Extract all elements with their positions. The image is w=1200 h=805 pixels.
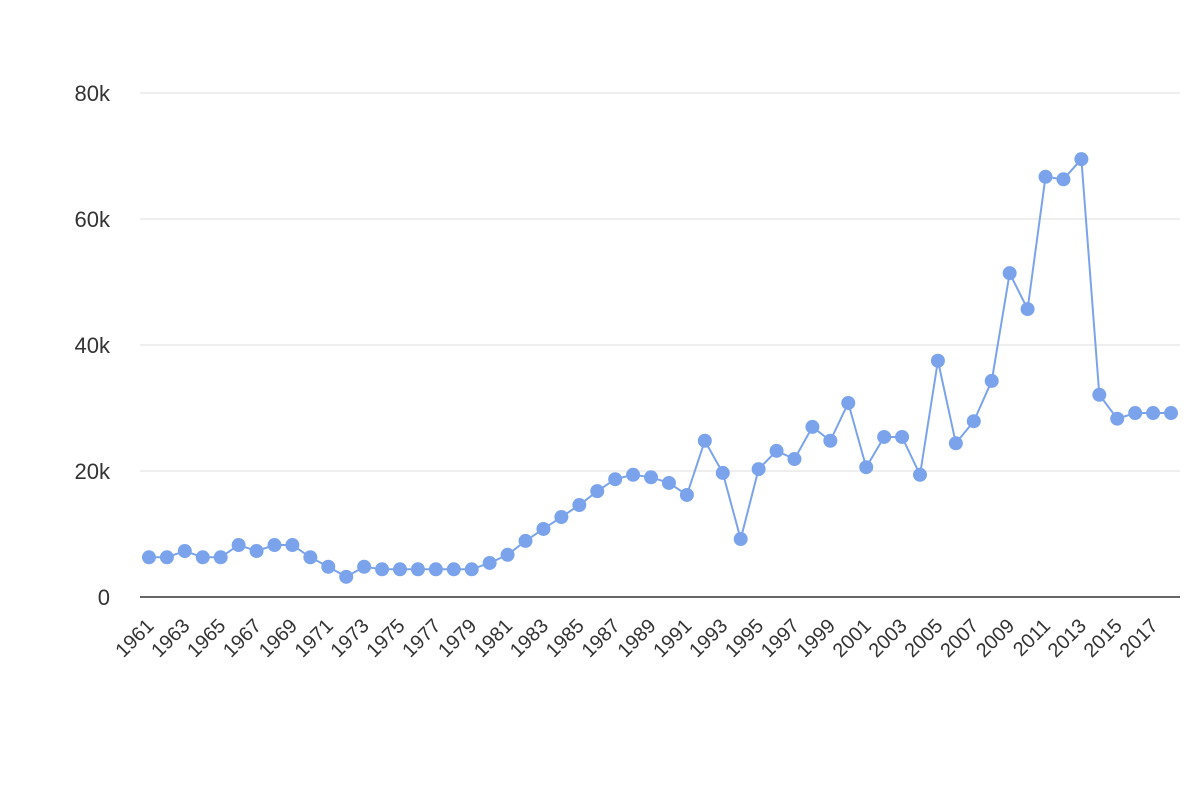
x-tick-label: 1965	[183, 615, 230, 662]
point	[357, 559, 372, 574]
point	[267, 538, 282, 553]
x-tick-label: 1971	[291, 615, 338, 662]
x-tick-label: 1993	[685, 615, 732, 662]
point	[859, 460, 874, 475]
point	[572, 498, 587, 513]
point	[679, 487, 694, 502]
point	[841, 395, 856, 410]
x-tick-label: 1991	[649, 615, 696, 662]
point	[1110, 411, 1125, 426]
x-tick-label: 2005	[900, 615, 947, 662]
point	[1092, 387, 1107, 402]
point	[715, 465, 730, 480]
point	[1146, 406, 1161, 421]
point	[1164, 406, 1179, 421]
point	[213, 550, 228, 565]
x-tick-label: 2015	[1080, 615, 1127, 662]
point	[464, 562, 479, 577]
point	[823, 433, 838, 448]
point	[733, 532, 748, 547]
x-tick-label: 2011	[1009, 615, 1055, 661]
point	[536, 521, 551, 536]
y-tick-label: 80k	[75, 81, 111, 106]
point	[1020, 302, 1035, 317]
x-tick-label: 1975	[363, 615, 410, 662]
point	[895, 429, 910, 444]
y-tick-label: 20k	[75, 459, 111, 484]
point	[554, 509, 569, 524]
point	[751, 462, 766, 477]
point	[195, 550, 210, 565]
point	[608, 472, 623, 487]
x-tick-label: 1989	[614, 615, 661, 662]
point	[482, 555, 497, 570]
point	[339, 569, 354, 584]
x-tick-label: 1963	[147, 615, 194, 662]
point	[590, 484, 605, 499]
point	[1002, 266, 1017, 281]
point	[984, 373, 999, 388]
x-tick-label: 1967	[219, 615, 266, 662]
point	[375, 562, 390, 577]
x-tick-label: 1985	[542, 615, 589, 662]
point	[231, 538, 246, 553]
y-tick-label: 40k	[75, 333, 111, 358]
point	[1038, 169, 1053, 184]
line	[148, 156, 1172, 578]
x-tick-label: 1995	[721, 615, 768, 662]
x-tick-label: 2013	[1044, 615, 1091, 662]
point	[930, 353, 945, 368]
point	[321, 559, 336, 574]
point	[626, 467, 641, 482]
y-tick-label: 0	[98, 585, 110, 610]
x-tick-label: 1979	[434, 615, 481, 662]
point	[141, 550, 156, 565]
x-tick-label: 1973	[327, 615, 374, 662]
point	[446, 562, 461, 577]
x-tick-label: 2009	[972, 615, 1019, 662]
point	[1074, 152, 1089, 167]
point	[769, 443, 784, 458]
point	[518, 533, 533, 548]
point	[177, 544, 192, 559]
point	[805, 419, 820, 434]
point	[428, 562, 443, 577]
point	[787, 452, 802, 467]
point	[285, 538, 300, 553]
point	[1128, 406, 1143, 421]
point	[948, 436, 963, 451]
point	[159, 550, 174, 565]
x-tick-label: 2017	[1116, 615, 1163, 662]
point	[644, 470, 659, 485]
point	[249, 544, 264, 559]
point	[410, 562, 425, 577]
point	[877, 429, 892, 444]
x-tick-label: 1961	[111, 615, 158, 662]
point	[393, 562, 407, 577]
x-tick-label: 2001	[829, 615, 876, 662]
x-tick-label: 1997	[757, 615, 804, 662]
x-tick-label: 2003	[865, 615, 912, 662]
x-tick-label: 1983	[506, 615, 553, 662]
point	[303, 550, 318, 565]
x-tick-label: 1977	[398, 615, 445, 662]
point	[661, 475, 676, 490]
point	[913, 467, 927, 482]
point	[500, 547, 515, 562]
y-tick-label: 60k	[75, 207, 111, 232]
x-tick-label: 1969	[255, 615, 302, 662]
x-tick-label: 1999	[793, 615, 840, 662]
point	[697, 433, 712, 448]
x-tick-label: 1987	[578, 615, 625, 662]
x-tick-label: 1981	[470, 615, 517, 662]
point	[966, 414, 981, 429]
point	[1056, 172, 1071, 187]
x-tick-label: 2007	[936, 615, 983, 662]
